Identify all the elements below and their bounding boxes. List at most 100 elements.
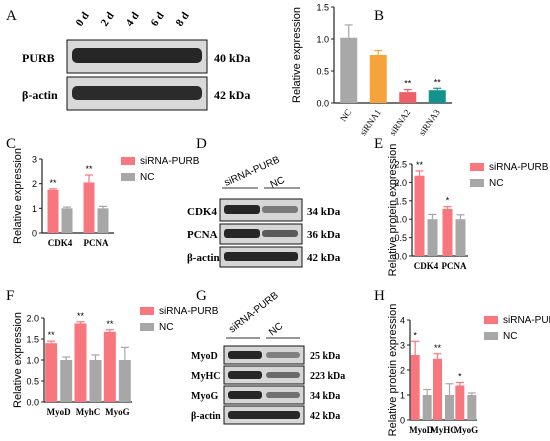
blot-row-label: β-actin <box>191 411 221 422</box>
legend-swatch <box>140 323 154 331</box>
blot-strip <box>223 345 305 365</box>
blot-strip <box>219 198 303 222</box>
y-tick-label: 3 <box>400 341 405 351</box>
y-tick-label: 0.5 <box>26 377 39 387</box>
y-tick-label: 1.5 <box>394 196 407 206</box>
bar-nc <box>340 37 358 103</box>
y-tick-label: 2 <box>400 366 405 376</box>
panel-letter-a: A <box>6 8 17 24</box>
legend-swatch <box>470 179 484 187</box>
lane-label: 8 d <box>174 10 192 29</box>
blot-strip <box>223 385 305 405</box>
y-tick-label: 0.5 <box>394 233 407 243</box>
y-tick-label: 0 <box>400 416 405 426</box>
legend-swatch <box>140 307 154 315</box>
blot-kda-label: 36 kDa <box>307 229 341 241</box>
lane-label: 0 d <box>74 10 92 29</box>
x-tick-label: NC <box>338 107 353 123</box>
y-tick-label: 1.0 <box>394 215 407 225</box>
y-tick-label: 2.0 <box>26 314 39 324</box>
y-tick-label: 1 <box>400 391 405 401</box>
blot-band <box>72 86 202 100</box>
bar-sirna-purb <box>442 208 453 256</box>
y-tick-label: 0.0 <box>394 252 407 262</box>
y-tick-label: 3 <box>32 155 37 165</box>
chart-b: B 0.0 0.5 1.0 1.5 Relative expression NC siRNA1… <box>291 3 452 137</box>
blot-kda-label: 25 kDa <box>310 351 340 362</box>
significance-mark: * <box>446 196 450 206</box>
legend-label: siRNA-PURB <box>489 162 549 173</box>
legend-label: siRNA-PURB <box>140 156 200 167</box>
panel-letter-f: F <box>6 288 14 304</box>
y-tick-label: 1.5 <box>26 335 39 345</box>
bar-nc <box>60 360 73 402</box>
significance-mark: ** <box>49 178 57 188</box>
significance-mark: * <box>458 372 462 382</box>
panel-letter-b: B <box>374 8 384 24</box>
blot-row-label: MyoD <box>191 351 218 362</box>
x-tick-label: CDK4 <box>414 261 439 271</box>
lane-label: 6 d <box>149 10 167 29</box>
blot-kda-label: 40 kDa <box>214 51 250 65</box>
blot-strip <box>223 365 305 385</box>
bar-nc <box>118 360 131 402</box>
blot-row-label: PCNA <box>187 229 218 241</box>
blot-band <box>228 371 262 379</box>
x-tick-label: MyhC <box>76 407 101 417</box>
blot-kda-label: 34 kDa <box>307 206 341 218</box>
y-tick-label: 2.5 <box>394 160 407 170</box>
y-tick-label: 1 <box>32 204 37 214</box>
bar-sirna-purb <box>414 175 425 256</box>
x-tick-label: PCNA <box>84 238 109 248</box>
legend-label: NC <box>489 178 503 189</box>
bar-sirna3 <box>428 90 446 103</box>
x-tick-label: MyoG <box>454 425 479 435</box>
bar-sirna-purb <box>74 323 87 402</box>
blot-band <box>228 351 262 359</box>
legend-label: NC <box>159 322 173 333</box>
group-label-nc: NC <box>269 175 287 191</box>
y-tick-label: 0.0 <box>26 398 39 408</box>
x-tick-label: MyoD <box>409 425 433 435</box>
bar-sirna-purb <box>45 343 58 402</box>
significance-mark: ** <box>77 311 85 321</box>
blot-band <box>228 391 262 399</box>
y-tick-label: 1.5 <box>316 3 329 13</box>
bar-nc <box>445 395 454 420</box>
y-tick-label: 1.0 <box>316 35 329 45</box>
significance-mark: * <box>413 330 417 340</box>
y-tick-label: 0.5 <box>316 67 329 77</box>
bar-sirna-purb <box>47 189 59 233</box>
blot-band <box>266 372 300 378</box>
panel-a: A 0 d 2 d 4 d 6 d 8 d PURB 40 kDa β-acti… <box>6 8 250 111</box>
blot-band <box>266 352 300 358</box>
panel-letter-e: E <box>374 136 383 152</box>
blot-kda-label: 42 kDa <box>214 88 250 102</box>
legend-swatch <box>121 157 135 165</box>
panel-letter-h: H <box>374 288 385 304</box>
y-tick-label: 4 <box>400 316 405 326</box>
blot-row-label: β-actin <box>22 88 58 102</box>
x-tick-label: siRNA1 <box>358 107 383 137</box>
bar-nc <box>97 208 109 233</box>
bar-sirna-purb <box>433 358 442 420</box>
bar-nc <box>89 360 102 402</box>
blot-band <box>262 230 298 237</box>
bar-nc <box>61 208 73 233</box>
x-tick-label: siRNA3 <box>417 107 442 137</box>
y-axis-label: Relative protein expression <box>387 304 399 437</box>
y-axis-label: Relative protein expression <box>387 144 399 277</box>
x-tick-label: MyHC <box>430 425 457 435</box>
legend-swatch <box>484 332 498 340</box>
blot-row-label: CDK4 <box>187 206 217 218</box>
bar-nc <box>427 219 438 256</box>
blot-band <box>266 392 300 398</box>
chart-c: C 0 1 2 3 Relative expression ** CDK4 ** PCNA siRN… <box>6 136 200 248</box>
legend-label: NC <box>503 331 517 342</box>
legend-label: siRNA-PURB <box>159 306 219 317</box>
